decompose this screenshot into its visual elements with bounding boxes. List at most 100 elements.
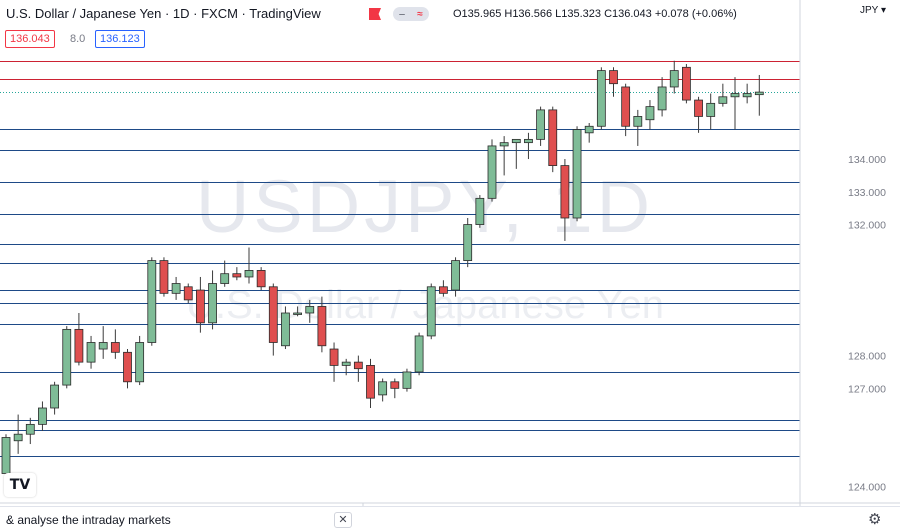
candle-body	[572, 129, 582, 219]
price-axis-bg	[800, 0, 900, 506]
candle	[645, 100, 655, 130]
candle-body	[195, 289, 205, 324]
gear-icon[interactable]: ⚙	[868, 511, 882, 528]
candle	[171, 276, 181, 300]
price-tick-label: 133.000	[848, 187, 886, 199]
candle-body	[86, 342, 96, 363]
candle-body	[584, 125, 594, 134]
candle-body	[341, 361, 351, 366]
candle	[511, 138, 521, 169]
candle	[268, 283, 278, 356]
candle-body	[402, 371, 412, 389]
candle	[123, 349, 132, 389]
candle-body	[110, 342, 120, 353]
spread-value: 8.0	[70, 33, 86, 45]
candle	[366, 358, 375, 408]
candle-body	[38, 407, 47, 425]
candle-body	[609, 70, 618, 85]
candle	[633, 109, 643, 146]
candle-body	[183, 286, 193, 301]
candle-body	[438, 286, 448, 294]
candles	[1, 60, 764, 484]
candle	[195, 276, 205, 333]
candle	[718, 83, 728, 107]
chart-title: U.S. Dollar / Japanese Yen · 1D · FXCM ·…	[6, 6, 321, 21]
price-tick-label: 132.000	[848, 220, 886, 232]
candle-body	[353, 361, 363, 370]
candle	[25, 417, 35, 445]
candle-body	[548, 109, 558, 166]
price-tick-label: 124.000	[848, 482, 886, 494]
watermark: USDJPY, 1D U.S. Dollar / Japanese Yen	[186, 165, 664, 327]
currency-selector[interactable]: JPY ▾	[860, 5, 886, 16]
candle-body	[25, 423, 35, 435]
candle-body	[147, 260, 157, 343]
candle	[244, 247, 254, 284]
candle	[135, 335, 145, 386]
candle	[86, 335, 96, 369]
candle-body	[524, 138, 533, 144]
candle	[560, 159, 570, 241]
candle-body	[499, 142, 509, 147]
candle-body	[621, 86, 631, 127]
candle	[730, 77, 740, 130]
bottom-bar	[0, 506, 900, 531]
compare-toggle[interactable]: ‒ ≈	[393, 7, 429, 21]
tradingview-logo[interactable]: TV	[4, 473, 36, 497]
candle-body	[232, 273, 242, 278]
candle	[183, 283, 193, 304]
buy-price-button[interactable]: 136.123	[95, 30, 145, 48]
candle-body	[256, 270, 266, 288]
candle-body	[536, 109, 545, 140]
sell-price-button[interactable]: 136.043	[5, 30, 55, 48]
candle-body	[426, 286, 436, 337]
candle-body	[1, 437, 11, 474]
price-tick-label: 128.000	[848, 351, 886, 363]
candle	[682, 64, 691, 104]
candle	[305, 299, 315, 323]
candle	[317, 296, 327, 353]
candle-body	[329, 348, 339, 366]
candle	[706, 93, 716, 130]
candle-body	[293, 312, 303, 315]
candle	[524, 132, 533, 160]
candle-body	[135, 342, 145, 383]
candle	[378, 378, 388, 402]
candle-body	[208, 283, 217, 324]
ad-text[interactable]: & analyse the intraday markets	[6, 513, 171, 527]
ohlc-readout: O135.965 H136.566 L135.323 C136.043 +0.0…	[453, 8, 737, 20]
currency-label: JPY	[860, 5, 879, 16]
candle	[487, 139, 497, 202]
candle-body	[50, 384, 59, 409]
candle	[74, 313, 84, 366]
candle-body	[463, 224, 473, 261]
candle-body	[451, 260, 460, 291]
candle-body	[13, 433, 23, 442]
candle-body	[159, 260, 169, 294]
candle	[572, 126, 582, 222]
candle	[232, 267, 242, 281]
flag-icon[interactable]	[369, 8, 381, 20]
candle-body	[220, 273, 230, 284]
candle	[281, 306, 290, 350]
candle-body	[645, 106, 655, 121]
chevron-down-icon: ▾	[880, 5, 886, 16]
candle	[62, 326, 72, 389]
candle-body	[511, 138, 521, 144]
candle-body	[305, 306, 315, 314]
watermark-name: U.S. Dollar / Japanese Yen	[186, 283, 664, 327]
approx-icon: ≈	[417, 8, 423, 20]
candle	[426, 283, 436, 340]
candle	[50, 381, 59, 415]
close-button[interactable]: ✕	[334, 512, 352, 528]
candle-body	[475, 197, 485, 225]
candle-body	[669, 70, 679, 88]
candle	[208, 270, 217, 330]
candle-body	[378, 381, 388, 396]
candle-body	[123, 351, 132, 383]
candle-body	[682, 66, 691, 101]
minus-icon: ‒	[399, 8, 405, 20]
candle	[694, 96, 703, 133]
